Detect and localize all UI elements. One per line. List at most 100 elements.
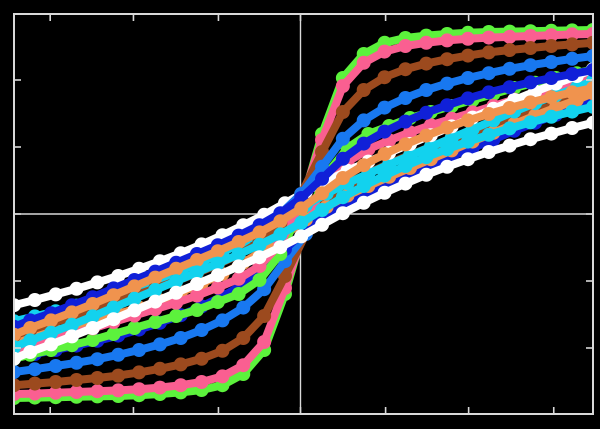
data-point [460, 152, 475, 167]
data-point [294, 229, 309, 244]
data-point [169, 295, 184, 310]
data-point [356, 179, 371, 193]
data-point [27, 293, 42, 307]
data-point [85, 321, 100, 335]
data-point [257, 309, 272, 323]
series-15 [14, 99, 593, 355]
data-point [586, 63, 593, 77]
data-point [127, 321, 142, 335]
data-point [356, 55, 371, 70]
data-point [14, 378, 21, 393]
data-point [64, 317, 79, 332]
data-point [544, 39, 559, 53]
data-point [544, 109, 559, 124]
data-point [356, 158, 371, 173]
data-point [419, 56, 434, 71]
data-point [460, 113, 475, 128]
data-point [565, 104, 580, 119]
data-point [377, 44, 392, 59]
data-point [210, 268, 225, 283]
data-point [106, 300, 121, 315]
data-point [111, 368, 126, 383]
data-point [523, 29, 538, 43]
data-point [27, 386, 42, 401]
data-point [523, 58, 538, 73]
data-point [252, 225, 267, 240]
data-point [440, 120, 455, 135]
data-point [252, 273, 267, 287]
data-point [231, 271, 246, 286]
data-point [48, 287, 63, 302]
data-point [14, 351, 21, 366]
data-point [294, 201, 309, 216]
data-point [523, 95, 538, 110]
data-point [111, 347, 126, 362]
data-point [460, 71, 475, 85]
data-point [273, 214, 288, 229]
data-point [356, 83, 371, 97]
data-point [194, 323, 209, 337]
data-point [90, 371, 105, 385]
data-point [231, 247, 246, 262]
data-point [194, 375, 209, 389]
data-point [377, 185, 392, 200]
data-point [90, 275, 105, 290]
data-point [23, 345, 38, 359]
data-point [215, 369, 230, 384]
data-point [398, 114, 413, 129]
data-point [398, 159, 413, 173]
data-point [252, 237, 267, 252]
data-point [132, 261, 147, 276]
data-point [502, 138, 517, 153]
data-point [586, 49, 593, 63]
data-point [69, 281, 84, 296]
data-point [481, 30, 496, 45]
data-point [27, 362, 42, 377]
data-point [440, 159, 455, 174]
data-point [523, 132, 538, 147]
data-point [210, 295, 225, 309]
data-point [481, 145, 496, 159]
data-point [460, 134, 475, 149]
data-point [152, 337, 167, 352]
data-point [398, 137, 413, 152]
data-point [210, 256, 225, 271]
data-point [215, 343, 230, 358]
data-point [502, 29, 517, 44]
data-point [523, 75, 538, 90]
data-point [356, 113, 371, 128]
data-point [111, 269, 126, 283]
data-point [502, 121, 517, 136]
data-point [523, 41, 538, 55]
data-point [14, 365, 21, 379]
data-point [210, 280, 225, 295]
data-point [173, 357, 188, 372]
data-point [132, 365, 147, 380]
data-point [586, 81, 593, 95]
data-point [523, 115, 538, 130]
data-point [169, 261, 184, 276]
data-point [398, 39, 413, 53]
data-point [169, 274, 184, 289]
data-point [335, 171, 350, 185]
data-point [106, 312, 121, 327]
data-point [419, 150, 434, 165]
data-point [335, 79, 350, 93]
data-point [127, 279, 142, 294]
data-point [335, 131, 350, 146]
data-point [419, 35, 434, 50]
data-point [502, 43, 517, 57]
data-point [27, 376, 42, 391]
data-point [440, 52, 455, 67]
data-point [69, 355, 84, 370]
data-point [377, 70, 392, 85]
data-point [189, 265, 204, 280]
data-point [127, 303, 142, 318]
data-point [460, 91, 475, 106]
data-point [44, 313, 59, 328]
data-point [460, 31, 475, 46]
data-point [148, 315, 163, 329]
data-point [440, 76, 455, 91]
